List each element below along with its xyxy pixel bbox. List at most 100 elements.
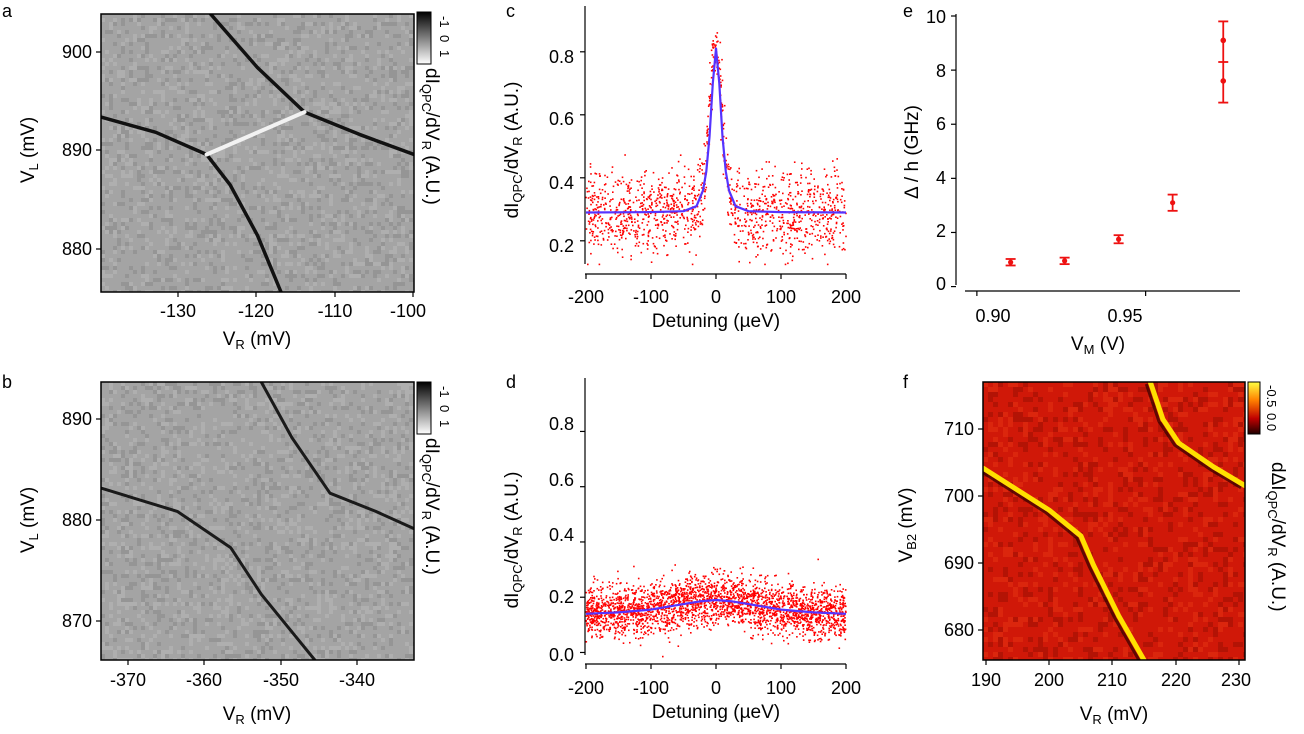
noise-cell xyxy=(313,162,317,166)
noise-cell xyxy=(401,86,405,90)
noise-cell xyxy=(297,490,301,494)
noise-cell xyxy=(225,266,229,270)
noise-cell xyxy=(321,422,325,426)
noise-cell xyxy=(397,278,401,282)
data-point xyxy=(812,228,815,231)
data-point xyxy=(658,184,661,186)
panel-a: a 900 890 880 -130 -120 -110 -100 VR (mV… xyxy=(2,1,452,352)
noise-cell xyxy=(241,590,245,594)
data-point xyxy=(687,193,689,195)
noise-cell xyxy=(365,94,369,98)
noise-cell xyxy=(117,410,121,414)
noise-cell xyxy=(245,398,249,402)
panel-b-ytick-label: 890 xyxy=(62,409,92,429)
noise-cell xyxy=(285,574,289,578)
noise-cell xyxy=(141,394,145,398)
noise-cell xyxy=(193,574,197,578)
data-point xyxy=(589,217,592,220)
data-point xyxy=(712,46,714,48)
data-point xyxy=(707,115,709,118)
noise-cell xyxy=(281,382,285,386)
noise-cell xyxy=(105,274,109,278)
data-point xyxy=(840,201,843,204)
noise-cell xyxy=(193,486,197,490)
noise-cell xyxy=(201,62,205,66)
noise-cell xyxy=(253,102,257,106)
noise-cell xyxy=(117,590,121,594)
noise-cell xyxy=(105,166,109,170)
noise-cell xyxy=(165,70,169,74)
noise-cell xyxy=(393,474,397,478)
noise-cell xyxy=(409,138,413,142)
noise-cell xyxy=(297,162,301,166)
noise-cell xyxy=(133,18,137,22)
noise-cell xyxy=(105,286,109,290)
noise-cell xyxy=(337,46,341,50)
noise-cell xyxy=(121,222,125,226)
noise-cell xyxy=(177,470,181,474)
noise-cell xyxy=(201,70,205,74)
noise-cell xyxy=(257,502,261,506)
noise-cell xyxy=(249,474,253,478)
noise-cell xyxy=(377,490,381,494)
data-point xyxy=(771,202,773,205)
noise-cell xyxy=(157,614,161,618)
noise-cell xyxy=(409,278,413,282)
noise-cell xyxy=(277,634,281,638)
noise-cell xyxy=(341,618,345,622)
noise-cell xyxy=(193,606,197,610)
noise-cell xyxy=(301,622,305,626)
data-point xyxy=(751,213,753,216)
noise-cell xyxy=(289,402,293,406)
noise-cell xyxy=(317,238,321,242)
noise-cell xyxy=(253,42,257,46)
noise-cell xyxy=(197,454,201,458)
noise-cell xyxy=(189,54,193,58)
noise-cell xyxy=(105,498,109,502)
noise-cell xyxy=(169,26,173,30)
noise-cell xyxy=(257,166,261,170)
noise-cell xyxy=(281,458,285,462)
noise-cell xyxy=(321,222,325,226)
noise-cell xyxy=(193,206,197,210)
noise-cell xyxy=(181,90,185,94)
noise-cell xyxy=(257,602,261,606)
noise-cell xyxy=(325,494,329,498)
noise-cell xyxy=(289,386,293,390)
noise-cell xyxy=(373,190,377,194)
noise-cell xyxy=(273,386,277,390)
noise-cell xyxy=(361,442,365,446)
noise-cell xyxy=(361,482,365,486)
noise-cell xyxy=(145,562,149,566)
noise-cell xyxy=(277,38,281,42)
noise-cell xyxy=(193,18,197,22)
noise-cell xyxy=(293,494,297,498)
data-point xyxy=(715,44,717,46)
data-point xyxy=(799,214,801,217)
noise-cell xyxy=(373,470,377,474)
noise-cell xyxy=(165,586,169,590)
noise-cell xyxy=(101,646,105,650)
data-point xyxy=(683,165,686,168)
data-point xyxy=(700,202,703,205)
noise-cell xyxy=(201,102,205,106)
data-point xyxy=(653,191,655,193)
noise-cell xyxy=(189,230,193,234)
data-point xyxy=(655,202,658,205)
data-point xyxy=(654,224,657,226)
noise-cell xyxy=(105,62,109,66)
noise-cell xyxy=(153,90,157,94)
noise-cell xyxy=(121,150,125,154)
data-point xyxy=(735,186,738,188)
noise-cell xyxy=(101,522,105,526)
noise-cell xyxy=(257,654,261,658)
noise-cell xyxy=(149,226,153,230)
data-point xyxy=(817,185,819,187)
data-point xyxy=(782,179,785,181)
noise-cell xyxy=(337,282,341,286)
noise-cell xyxy=(157,394,161,398)
noise-cell xyxy=(369,158,373,162)
noise-cell xyxy=(345,210,349,214)
noise-cell xyxy=(213,134,217,138)
data-point xyxy=(607,228,610,231)
